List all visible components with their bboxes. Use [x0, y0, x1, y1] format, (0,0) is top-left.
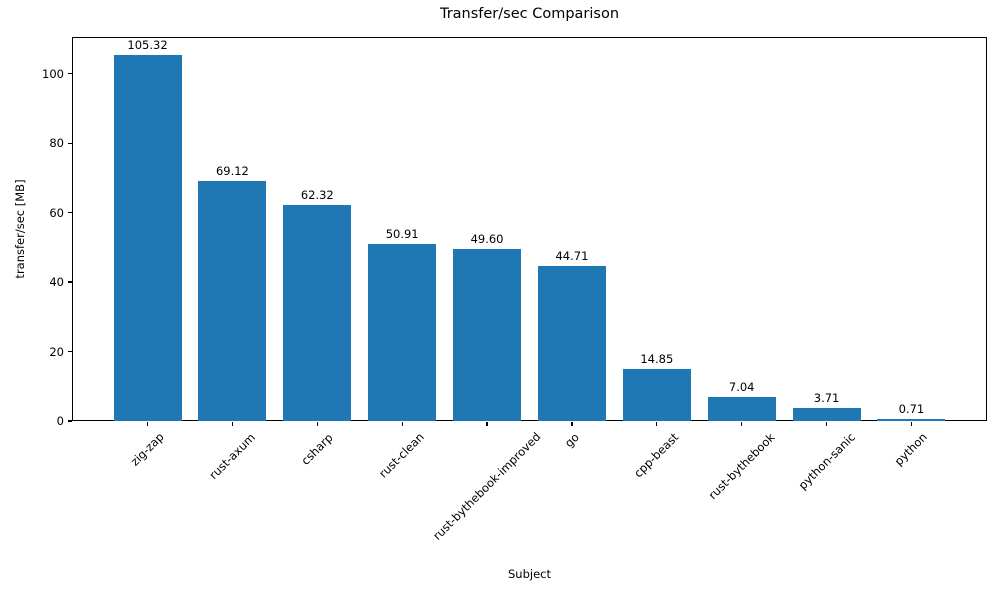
x-axis-tick-label: go [561, 429, 582, 450]
x-axis-tick [401, 422, 403, 426]
bar-value-label: 7.04 [728, 379, 755, 394]
x-axis-tick [656, 422, 658, 426]
y-axis-tick-label: 0 [56, 414, 64, 428]
bar-value-label: 3.71 [813, 391, 840, 406]
y-axis-tick-label: 40 [49, 275, 64, 290]
y-axis-tick [68, 420, 72, 422]
x-axis-tick [146, 422, 149, 426]
bar [113, 55, 182, 421]
bar [453, 248, 522, 421]
x-axis-tick [486, 422, 488, 426]
bar [537, 265, 606, 421]
y-axis-tick-label: 80 [49, 136, 64, 151]
y-axis-tick [68, 73, 72, 75]
bar-value-label: 105.32 [127, 38, 168, 53]
x-axis-tick-label: csharp [298, 430, 336, 468]
bar [368, 244, 437, 421]
x-axis-tick [316, 422, 318, 426]
x-axis-tick-label: rust-axum [206, 429, 258, 482]
bar [707, 396, 776, 421]
bar-value-label: 62.32 [300, 187, 334, 202]
y-axis-tick [68, 142, 72, 144]
x-axis-tick [825, 422, 828, 426]
x-axis-tick [571, 422, 573, 426]
x-axis-tick-label: rust-bythebook-improved [430, 429, 544, 544]
x-axis-tick-label: cpp-beast [631, 429, 682, 481]
bar-value-label: 69.12 [215, 164, 249, 179]
x-axis-tick [741, 422, 743, 426]
y-axis-tick-label: 60 [49, 205, 64, 220]
y-axis-tick-label: 20 [49, 344, 64, 359]
bar [198, 181, 267, 421]
y-axis-label: transfer/sec [MB] [13, 179, 27, 279]
y-axis-tick-label: 100 [42, 66, 64, 81]
bar [877, 418, 946, 421]
bar-value-label: 49.60 [470, 231, 504, 246]
x-axis-tick-label: python-sanic [795, 429, 858, 493]
chart-title: Transfer/sec Comparison [439, 6, 620, 22]
x-axis-tick [231, 422, 234, 426]
y-axis-tick [68, 281, 72, 283]
x-axis-tick-label: python [892, 429, 931, 469]
x-axis-tick-label: rust-bythebook [705, 430, 778, 503]
bar-value-label: 44.71 [555, 248, 589, 263]
y-axis-tick [68, 212, 72, 214]
bar [792, 408, 861, 421]
bar-value-label: 0.71 [898, 401, 925, 416]
y-axis-tick [68, 350, 72, 353]
bar-value-label: 14.85 [640, 352, 674, 367]
bar-value-label: 50.91 [385, 227, 419, 242]
bar [622, 369, 691, 421]
x-axis-label: Subject [508, 567, 551, 581]
x-axis-tick-label: zig-zap [127, 429, 167, 469]
x-axis-tick-label: rust-clean [376, 430, 427, 481]
x-axis-tick [910, 422, 913, 426]
bar [283, 204, 352, 421]
